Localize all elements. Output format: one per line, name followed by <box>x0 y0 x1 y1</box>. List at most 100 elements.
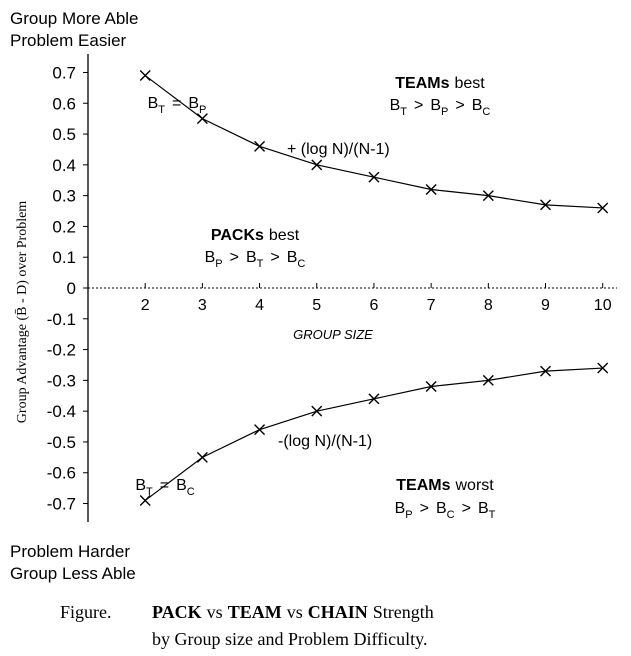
formula-term: > <box>455 97 464 114</box>
point-marker <box>540 365 552 377</box>
formula-term: B <box>472 97 483 114</box>
point-marker <box>139 494 151 506</box>
caption-label: Figure. <box>60 602 112 622</box>
point-marker <box>597 362 609 374</box>
x-tick-label: 9 <box>541 297 550 314</box>
equality-label: BT = BC <box>135 477 194 498</box>
y-tick-label: -0.2 <box>47 341 76 360</box>
formula-subscript: C <box>482 106 490 118</box>
series-line <box>144 367 603 501</box>
region-formula: BP > BC > BT <box>395 500 496 521</box>
x-tick-label: 3 <box>198 297 207 314</box>
region-heading-bold: TEAMs <box>396 477 450 494</box>
caption-word: vs <box>207 602 223 622</box>
point-marker <box>254 140 266 152</box>
point-marker <box>425 183 437 195</box>
region-formula: BP > BT > BC <box>205 249 306 270</box>
corner-label: Group Less Able <box>10 564 136 583</box>
caption-word: vs <box>287 602 303 622</box>
formula-subscript: C <box>297 258 305 270</box>
corner-label: Problem Easier <box>10 31 127 50</box>
formula-subscript: P <box>405 509 412 521</box>
formula-term: B <box>176 477 187 494</box>
caption-word: Strength <box>373 602 434 622</box>
y-tick-label: 0.6 <box>52 94 76 113</box>
point-marker <box>597 202 609 214</box>
y-tick-label: -0.3 <box>47 371 76 390</box>
formula-subscript: C <box>187 486 195 498</box>
formula-term: B <box>135 477 146 494</box>
formula-term: B <box>205 249 216 266</box>
formula-term: > <box>414 97 423 114</box>
point-marker <box>482 190 494 202</box>
formula-subscript: P <box>441 106 448 118</box>
x-tick-label: 2 <box>141 297 150 314</box>
x-axis-label: GROUP SIZE <box>293 327 373 342</box>
formula-term: B <box>436 500 447 517</box>
formula-term: B <box>246 249 257 266</box>
region-heading: PACKs best <box>211 227 300 244</box>
formula-term: > <box>420 500 429 517</box>
point-marker <box>196 113 208 125</box>
point-marker <box>139 70 151 82</box>
region-heading: TEAMs best <box>395 75 485 92</box>
point-marker <box>540 199 552 211</box>
x-tick-label: 6 <box>369 297 378 314</box>
y-tick-label: -0.4 <box>47 402 76 421</box>
y-tick-label: 0.2 <box>52 217 76 236</box>
formula-subscript: T <box>158 104 165 116</box>
caption-word: CHAIN <box>308 602 368 622</box>
y-tick-label: 0.3 <box>52 187 76 206</box>
point-marker <box>368 393 380 405</box>
y-tick-label: 0.5 <box>52 125 76 144</box>
y-tick-label: -0.6 <box>47 464 76 483</box>
formula-term: > <box>462 500 471 517</box>
corner-label: Group More Able <box>10 9 139 28</box>
region-heading-text: best <box>454 75 485 92</box>
formula-subscript: P <box>215 258 222 270</box>
region-heading-text: best <box>269 227 300 244</box>
caption-line: PACK vs TEAM vs CHAIN Strength <box>152 602 434 622</box>
point-marker <box>311 159 323 171</box>
equality-label: BT = BP <box>148 95 207 116</box>
formula-term: = <box>160 477 169 494</box>
point-marker <box>425 381 437 393</box>
region-heading-bold: TEAMs <box>395 75 449 92</box>
y-tick-label: -0.5 <box>47 433 76 452</box>
curve-label: + (log N)/(N-1) <box>287 141 390 158</box>
caption-line: by Group size and Problem Difficulty. <box>152 629 427 649</box>
formula-term: B <box>390 97 401 114</box>
x-tick-label: 5 <box>312 297 321 314</box>
formula-subscript: T <box>146 486 153 498</box>
y-tick-label: -0.7 <box>47 495 76 514</box>
formula-term: B <box>395 500 406 517</box>
y-axis-label: Group Advantage (B̄ - D) over Problem <box>14 201 30 424</box>
x-tick-label: 10 <box>594 297 612 314</box>
region-heading-bold: PACKs <box>211 227 264 244</box>
formula-term: > <box>230 249 239 266</box>
formula-subscript: C <box>447 509 455 521</box>
region-heading-text: worst <box>455 477 495 494</box>
point-marker <box>482 374 494 386</box>
formula-term: B <box>148 95 159 112</box>
region-formula: BT > BP > BC <box>390 97 491 118</box>
formula-term: B <box>188 95 199 112</box>
formula-subscript: T <box>400 106 407 118</box>
formula-subscript: T <box>257 258 264 270</box>
x-tick-label: 4 <box>255 297 264 314</box>
point-marker <box>311 405 323 417</box>
point-marker <box>368 171 380 183</box>
y-tick-label: 0.1 <box>52 248 76 267</box>
formula-term: > <box>270 249 279 266</box>
formula-term: = <box>172 95 181 112</box>
y-tick-label: -0.1 <box>47 310 76 329</box>
formula-term: B <box>430 97 441 114</box>
y-tick-label: 0.4 <box>52 156 76 175</box>
curve-label: -(log N)/(N-1) <box>278 433 372 450</box>
x-tick-label: 8 <box>484 297 493 314</box>
point-marker <box>254 424 266 436</box>
x-tick-label: 7 <box>427 297 436 314</box>
corner-label: Problem Harder <box>10 542 130 561</box>
formula-term: B <box>478 500 489 517</box>
